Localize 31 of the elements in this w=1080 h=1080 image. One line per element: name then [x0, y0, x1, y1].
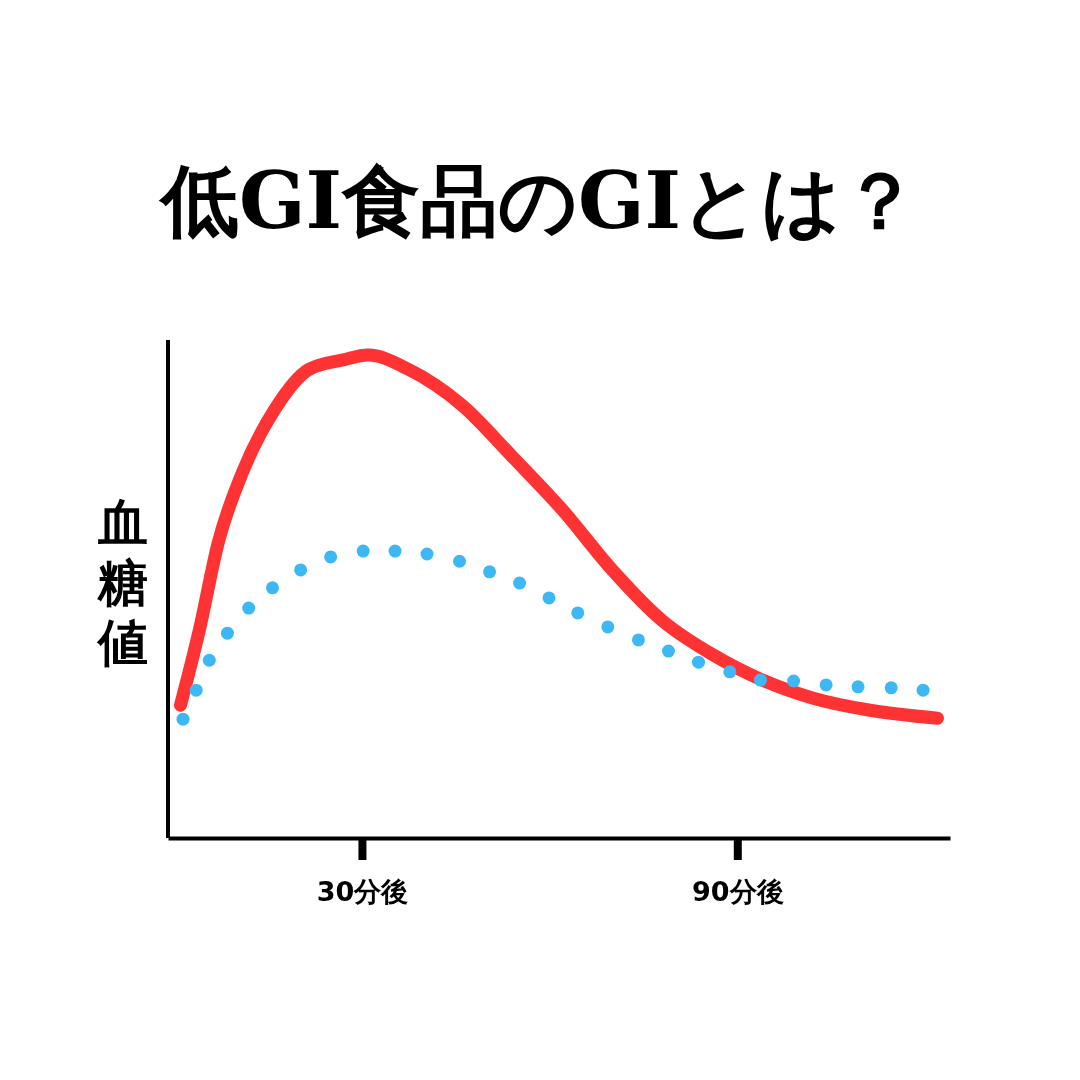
- point: [631, 633, 645, 647]
- point: [420, 547, 434, 561]
- point: [242, 601, 256, 615]
- point: [753, 673, 767, 687]
- point: [356, 544, 370, 558]
- point: [601, 620, 615, 634]
- point: [819, 678, 833, 692]
- chart-title: 低GI食品のGIとは？: [157, 155, 920, 246]
- point: [220, 626, 234, 640]
- point: [884, 681, 898, 695]
- y-axis-title: 血糖値: [96, 494, 148, 672]
- point: [294, 563, 308, 577]
- point: [176, 712, 190, 726]
- point: [916, 683, 930, 697]
- x-tick-label: 90分後: [692, 876, 784, 908]
- point: [571, 606, 585, 620]
- x-tick-label: 30分後: [316, 876, 409, 908]
- point: [202, 653, 216, 667]
- point: [851, 680, 865, 694]
- point: [661, 644, 675, 658]
- point: [542, 591, 556, 605]
- point: [787, 674, 801, 688]
- point: [265, 581, 279, 595]
- point: [692, 655, 706, 669]
- point: [324, 550, 338, 564]
- point: [723, 665, 737, 679]
- point: [189, 683, 203, 697]
- point: [513, 576, 527, 590]
- point: [483, 565, 497, 579]
- point: [388, 544, 402, 558]
- point: [453, 554, 467, 568]
